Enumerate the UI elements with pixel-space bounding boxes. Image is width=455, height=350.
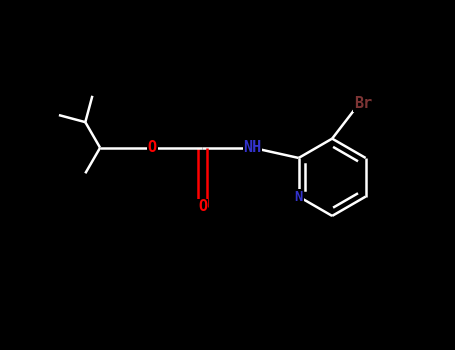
Text: NH: NH [243,140,262,155]
Text: O: O [148,140,157,155]
Text: O: O [198,199,207,214]
Text: Br: Br [354,96,372,111]
Text: N: N [294,190,303,204]
